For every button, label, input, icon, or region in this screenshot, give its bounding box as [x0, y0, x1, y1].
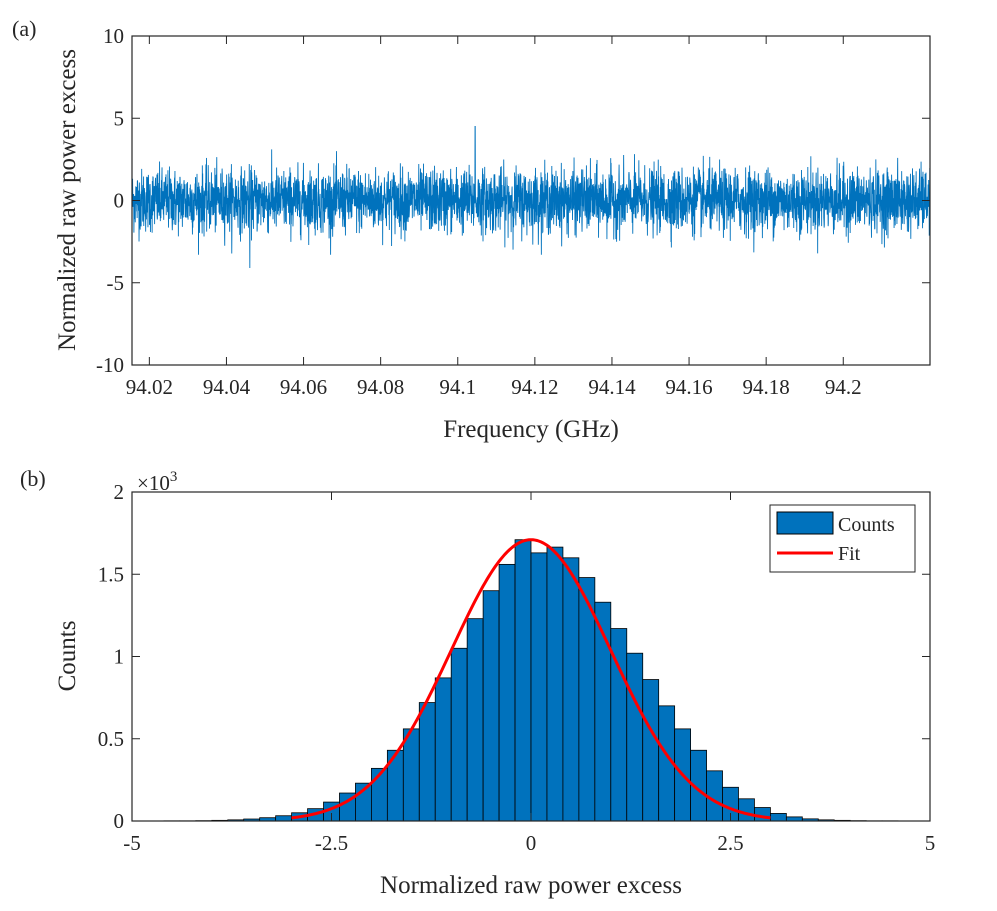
panel-a-x-axis-label: Frequency (GHz) — [443, 416, 619, 443]
histogram-bar — [466, 618, 484, 822]
x-tick-label: 94.04 — [203, 375, 251, 399]
x-tick-label: 94.16 — [665, 375, 712, 399]
histogram-bar — [642, 679, 660, 822]
y-multiplier-base: ×10 — [137, 471, 170, 495]
panel-b-label: (b) — [20, 466, 46, 491]
x-tick-label: 2.5 — [717, 831, 743, 855]
y-tick-label: 1 — [114, 645, 125, 669]
panel-a-y-ticks: 10 5 0 -5 -10 — [96, 24, 930, 377]
x-tick-label: 94.06 — [280, 375, 327, 399]
legend: Counts Fit — [769, 504, 916, 573]
panel-b-y-axis-label: Counts — [54, 621, 81, 692]
histogram-bar — [275, 815, 293, 822]
panel-a-y-axis-label: Normalized raw power excess — [54, 49, 81, 351]
x-tick-label: -5 — [123, 831, 141, 855]
x-tick-label: 94.08 — [357, 375, 404, 399]
histogram-bar — [546, 546, 564, 822]
histogram-bar — [562, 557, 580, 822]
histogram-bar — [785, 816, 803, 822]
y-tick-label: -10 — [96, 353, 124, 377]
fit-curve — [291, 538, 771, 820]
histogram-bar — [530, 552, 548, 822]
y-multiplier-exponent: 3 — [170, 469, 178, 485]
x-tick-label: 5 — [925, 831, 936, 855]
y-tick-label: 1.5 — [98, 562, 124, 586]
x-tick-label: 94.14 — [588, 375, 636, 399]
y-tick-label: 0.5 — [98, 727, 124, 751]
histogram-bar — [402, 728, 420, 822]
x-tick-label: 94.2 — [825, 375, 862, 399]
panel-b-x-ticks: -5 -2.5 0 2.5 5 — [123, 492, 935, 855]
x-tick-label: 94.02 — [126, 375, 173, 399]
histogram-bar — [482, 590, 500, 822]
panel-a: (a) 94.02 94.04 94.06 94.08 94.1 94.12 94.14 94… — [12, 16, 931, 443]
signal-line — [131, 126, 931, 268]
x-tick-label: 94.18 — [743, 375, 790, 399]
legend-counts-label: Counts — [838, 514, 895, 536]
x-tick-label: 0 — [526, 831, 537, 855]
x-tick-label: 94.1 — [439, 375, 476, 399]
y-multiplier: ×103 — [137, 469, 177, 495]
legend-fit-label: Fit — [838, 543, 861, 565]
y-tick-label: 5 — [114, 106, 125, 130]
histogram-bar — [738, 798, 755, 822]
panel-a-label: (a) — [12, 16, 36, 41]
signal-trace — [131, 126, 931, 268]
legend-counts-swatch — [776, 511, 834, 535]
x-tick-label: 94.12 — [511, 375, 558, 399]
histogram-bar — [450, 647, 468, 822]
histogram-bar — [626, 652, 644, 822]
histogram-bar — [418, 702, 436, 822]
y-tick-label: 10 — [103, 24, 124, 48]
y-tick-label: 0 — [114, 189, 125, 213]
histogram-bar — [498, 563, 516, 822]
y-tick-label: 0 — [114, 809, 125, 833]
y-tick-label: 2 — [114, 480, 125, 504]
histogram-bar — [770, 813, 787, 822]
panel-a-x-ticks: 94.02 94.04 94.06 94.08 94.1 94.12 94.14 94.16 9… — [126, 36, 862, 399]
panel-b: (b) ×103 -5 -2.5 0 2.5 5 2 1.5 1 0.5 0 Normalize… — [20, 466, 935, 899]
histogram-bar — [434, 677, 452, 822]
y-tick-label: -5 — [107, 271, 125, 295]
x-tick-label: -2.5 — [315, 831, 348, 855]
panel-b-y-ticks: 2 1.5 1 0.5 0 — [98, 480, 930, 833]
histogram-bar — [514, 539, 532, 822]
panel-b-x-axis-label: Normalized raw power excess — [380, 872, 682, 899]
histogram-bars — [163, 539, 899, 822]
